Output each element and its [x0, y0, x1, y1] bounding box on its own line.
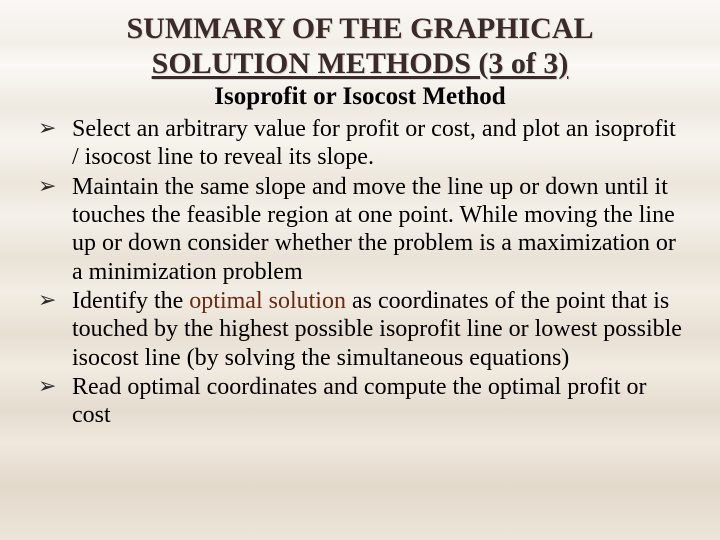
- slide-title: SUMMARY OF THE GRAPHICAL SOLUTION METHOD…: [30, 12, 690, 81]
- title-line-2: SOLUTION METHODS (3 of 3): [152, 47, 569, 80]
- slide-subtitle: Isoprofit or Isocost Method: [30, 83, 690, 111]
- bullet-text: Select an arbitrary value for profit or …: [72, 116, 676, 170]
- bullet-text: Read optimal coordinates and compute the…: [72, 374, 647, 428]
- bullet-text-pre: Identify the: [72, 288, 189, 314]
- bullet-list: Select an arbitrary value for profit or …: [30, 115, 690, 429]
- bullet-text: Maintain the same slope and move the lin…: [72, 174, 676, 285]
- list-item: Maintain the same slope and move the lin…: [38, 173, 686, 286]
- list-item: Select an arbitrary value for profit or …: [38, 115, 686, 172]
- list-item: Identify the optimal solution as coordin…: [38, 287, 686, 372]
- bullet-text-highlight: optimal solution: [189, 288, 346, 314]
- list-item: Read optimal coordinates and compute the…: [38, 373, 686, 430]
- title-line-1: SUMMARY OF THE GRAPHICAL: [126, 12, 593, 45]
